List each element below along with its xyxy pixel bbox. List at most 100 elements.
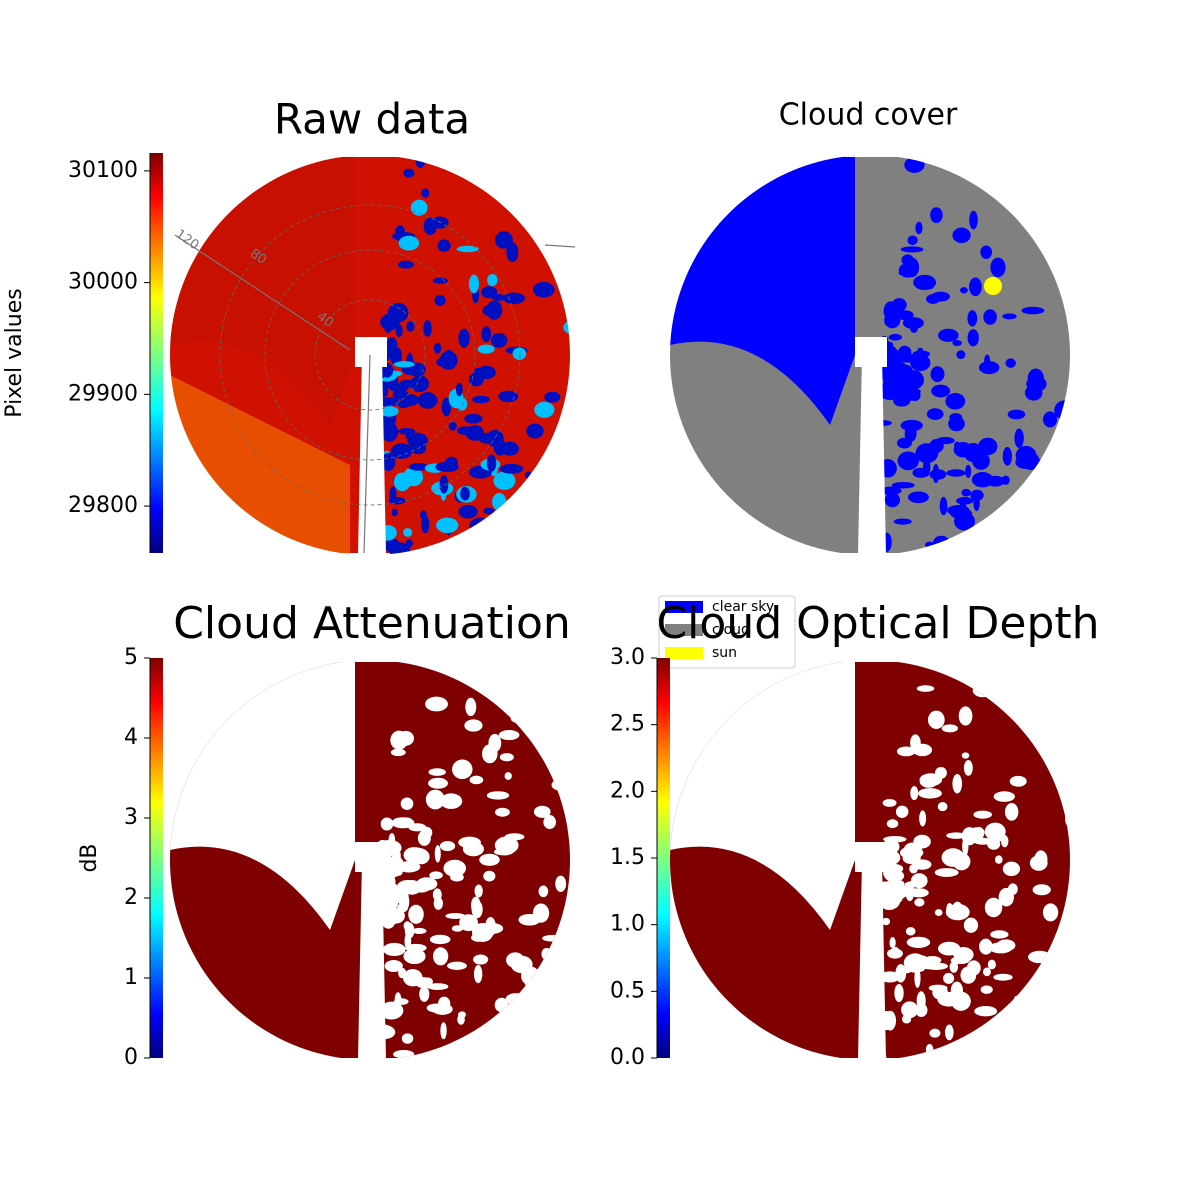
- image-patch: [402, 969, 423, 987]
- image-patch: [403, 168, 415, 178]
- image-patch: [403, 468, 413, 488]
- image-patch: [421, 188, 430, 198]
- image-patch: [500, 441, 519, 456]
- image-patch: [932, 535, 950, 551]
- image-patch: [426, 1003, 447, 1013]
- colorbar: [150, 658, 163, 1058]
- image-patch: [423, 320, 432, 337]
- image-patch: [901, 1001, 919, 1019]
- legend-label: clear sky: [712, 599, 774, 615]
- image-patch: [895, 805, 909, 818]
- image-mask: [855, 842, 887, 872]
- image-patch: [922, 457, 931, 477]
- image-patch: [947, 505, 970, 516]
- image-patch: [460, 486, 470, 501]
- image-patch: [929, 469, 947, 480]
- polar-axis: [363, 354, 371, 554]
- image-patch: [456, 245, 479, 253]
- image-patch: [946, 832, 966, 839]
- image-patch: [1052, 439, 1062, 452]
- image-patch: [993, 973, 1013, 981]
- image-patch: [524, 471, 532, 479]
- image: [170, 155, 578, 556]
- image-patch: [906, 936, 931, 948]
- image-patch: [458, 504, 478, 519]
- image-patch: [405, 432, 416, 440]
- image-patch: [464, 719, 483, 732]
- image-patch: [483, 870, 496, 882]
- image-patch: [379, 1001, 404, 1020]
- image-patch: [429, 871, 443, 880]
- image-patch: [941, 724, 959, 733]
- legend-label: sun: [712, 645, 737, 661]
- image-patch: [416, 877, 438, 891]
- image-patch: [405, 539, 413, 548]
- image-patch: [908, 389, 921, 401]
- image-patch: [458, 836, 481, 849]
- image-patch: [481, 286, 498, 299]
- image-patch: [987, 838, 1001, 850]
- image-patch: [477, 344, 495, 354]
- image-patch: [541, 947, 552, 961]
- image-patch: [905, 926, 916, 936]
- image-patch: [486, 791, 510, 800]
- image-patch: [1002, 313, 1017, 320]
- colorbar-tick-label: 29800: [68, 493, 138, 518]
- image-patch: [969, 277, 982, 297]
- image-patch: [993, 791, 1015, 802]
- image-patch: [473, 954, 489, 965]
- image-patch: [984, 822, 1006, 841]
- legend-swatch: [665, 601, 703, 613]
- image-patch: [434, 294, 446, 306]
- image-patch: [533, 805, 551, 818]
- image-patch: [886, 360, 907, 373]
- image-patch: [432, 947, 449, 966]
- image-patch: [428, 768, 446, 776]
- image-patch: [532, 903, 550, 923]
- image-patch: [488, 733, 502, 753]
- panel-title: Cloud Attenuation: [173, 598, 571, 649]
- image-patch: [882, 917, 891, 926]
- image-patch: [941, 848, 965, 867]
- image-patch: [886, 819, 899, 829]
- image-patch: [455, 382, 463, 397]
- image-patch: [458, 328, 470, 348]
- image-patch: [571, 307, 578, 314]
- image-patch: [948, 416, 965, 432]
- image-cut: [170, 155, 570, 157]
- image-patch: [1054, 400, 1070, 420]
- image-patch: [1014, 428, 1024, 449]
- colorbar-tick-label: 5: [124, 645, 138, 670]
- colorbar-tick-label: 1.0: [610, 912, 645, 937]
- image-patch: [1014, 994, 1032, 1002]
- image-patch: [403, 847, 425, 864]
- image-patch: [425, 789, 445, 810]
- image-patch: [493, 848, 514, 856]
- image-patch: [928, 984, 948, 992]
- image: [670, 660, 1070, 1061]
- image-patch: [450, 872, 464, 882]
- image-patch: [425, 696, 448, 712]
- image-patch: [972, 683, 993, 698]
- image-patch: [1028, 950, 1052, 964]
- image-patch: [919, 774, 938, 788]
- image-patch: [889, 937, 896, 949]
- image-patch: [1004, 803, 1019, 821]
- image-patch: [980, 245, 993, 259]
- image-patch: [526, 423, 544, 439]
- image-patch: [926, 408, 944, 420]
- image-patch: [400, 817, 414, 828]
- image-patch: [979, 938, 993, 955]
- image-patch: [406, 321, 415, 332]
- image-gap: [358, 860, 386, 1060]
- image-patch: [952, 773, 963, 794]
- image-patch: [1065, 301, 1070, 311]
- image-patch: [914, 968, 921, 988]
- image-patch: [878, 890, 901, 910]
- image-patch: [919, 810, 927, 827]
- colorbar-tick-label: 3.0: [610, 645, 645, 670]
- image-patch: [909, 322, 919, 333]
- image-patch: [433, 896, 444, 910]
- image-patch: [468, 274, 480, 294]
- image-patch: [914, 898, 925, 907]
